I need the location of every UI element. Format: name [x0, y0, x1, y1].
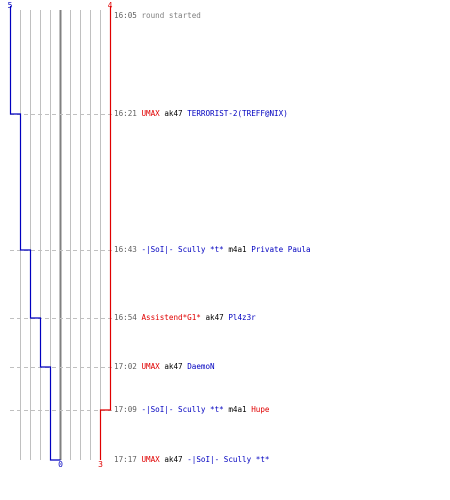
red-bottom-value: 3 — [98, 460, 103, 469]
event-time: 16:05 — [114, 11, 137, 20]
event-row: 16:05 round started — [114, 10, 201, 22]
event-time: 17:02 — [114, 362, 137, 371]
event-killer: -|SoI|- Scully *t* — [141, 405, 224, 414]
event-weapon: m4a1 — [228, 405, 247, 414]
event-weapon: m4a1 — [228, 245, 247, 254]
event-victim: Pl4z3r — [228, 313, 256, 322]
event-weapon: ak47 — [205, 313, 224, 322]
event-row: 17:17 UMAX ak47 -|SoI|- Scully *t* — [114, 454, 269, 466]
event-killer: Assistend*G1* — [141, 313, 201, 322]
event-weapon: ak47 — [164, 362, 183, 371]
event-victim: Hupe — [251, 405, 270, 414]
event-row: 16:54 Assistend*G1* ak47 Pl4z3r — [114, 312, 256, 324]
event-time: 16:54 — [114, 313, 137, 322]
red-top-value: 4 — [108, 1, 113, 10]
event-time: 17:09 — [114, 405, 137, 414]
event-weapon: ak47 — [164, 109, 183, 118]
event-weapon: ak47 — [164, 455, 183, 464]
event-row: 17:02 UMAX ak47 DaemoN — [114, 361, 215, 373]
event-killer: -|SoI|- Scully *t* — [141, 245, 224, 254]
event-killer: UMAX — [141, 455, 160, 464]
event-time: 17:17 — [114, 455, 137, 464]
event-killer: UMAX — [141, 109, 160, 118]
blue-bottom-value: 0 — [58, 460, 63, 469]
red-team-line — [99, 6, 112, 460]
event-row: 16:21 UMAX ak47 TERRORIST-2(TREFF@NIX) — [114, 108, 288, 120]
event-victim: TERRORIST-2(TREFF@NIX) — [187, 109, 288, 118]
event-killer: UMAX — [141, 362, 160, 371]
blue-top-value: 5 — [8, 1, 13, 10]
event-time: 16:21 — [114, 109, 137, 118]
event-row: 17:09 -|SoI|- Scully *t* m4a1 Hupe — [114, 404, 269, 416]
event-time: 16:43 — [114, 245, 137, 254]
blue-team-line — [9, 6, 61, 461]
event-note: round started — [141, 11, 201, 20]
event-victim: Private Paula — [251, 245, 311, 254]
event-row: 16:43 -|SoI|- Scully *t* m4a1 Private Pa… — [114, 244, 311, 256]
event-victim: -|SoI|- Scully *t* — [187, 455, 270, 464]
event-victim: DaemoN — [187, 362, 215, 371]
